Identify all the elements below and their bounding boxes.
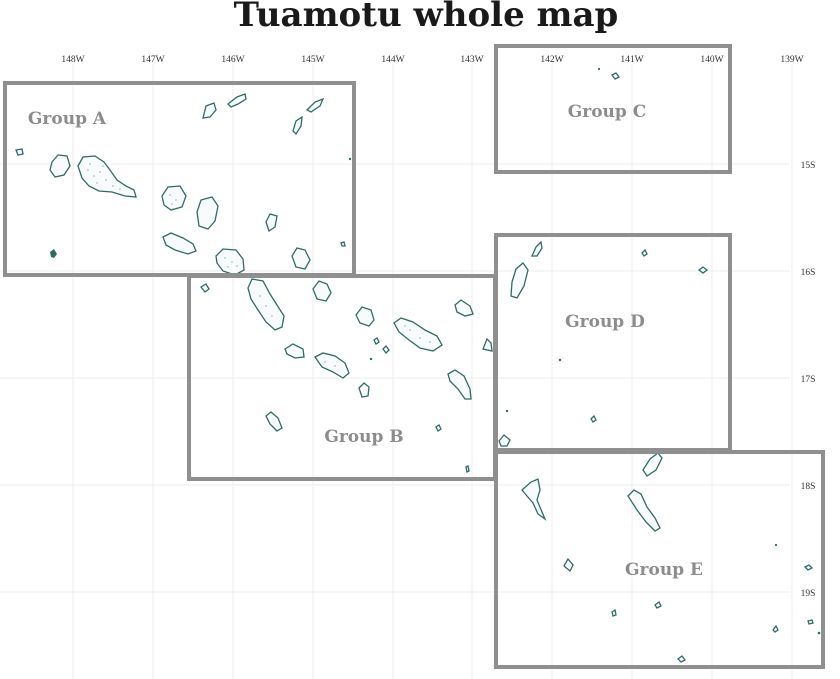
graticule [0, 64, 793, 679]
atoll [642, 452, 663, 477]
atoll [563, 557, 574, 573]
lon-tick-label: 139W [780, 55, 803, 65]
atoll [202, 102, 217, 119]
islet [369, 357, 373, 361]
atoll [435, 424, 442, 432]
lat-tick-label: 19S [801, 589, 816, 599]
atoll [382, 345, 390, 354]
atoll [803, 564, 814, 571]
atoll [15, 148, 24, 156]
group-b-label: Group B [324, 427, 403, 447]
atoll [227, 93, 247, 108]
lon-tick-label: 146W [221, 55, 244, 65]
atoll [590, 414, 597, 423]
lat-tick-label: 16S [801, 268, 816, 278]
atoll [697, 266, 709, 274]
atoll [162, 232, 197, 255]
lon-tick-label: 143W [460, 55, 483, 65]
lat-tick-label: 18S [801, 482, 816, 492]
lon-tick-label: 144W [381, 55, 404, 65]
group-e-box [494, 450, 825, 669]
atoll [510, 262, 529, 299]
atoll [521, 478, 547, 521]
atoll [641, 248, 648, 257]
latitude-labels: 15S 16S 17S 18S 19S [801, 161, 816, 599]
atoll [314, 352, 350, 379]
atoll [291, 247, 311, 270]
atoll [454, 299, 474, 317]
atoll [265, 213, 278, 233]
group-c-label: Group C [568, 102, 647, 122]
atoll [611, 608, 617, 617]
atoll [677, 655, 686, 663]
islet [558, 358, 562, 362]
atolls [15, 67, 821, 663]
lon-tick-label: 145W [301, 55, 324, 65]
lat-tick-label: 15S [801, 161, 816, 171]
atoll [355, 306, 375, 327]
atoll [358, 382, 370, 398]
atoll [447, 369, 472, 400]
atoll [305, 97, 325, 113]
lon-tick-label: 147W [141, 55, 164, 65]
atoll [215, 248, 245, 276]
atoll [498, 434, 511, 447]
atoll [772, 624, 779, 633]
atoll [482, 337, 493, 352]
lon-tick-label: 148W [61, 55, 84, 65]
lat-tick-label: 17S [801, 375, 816, 385]
atoll [807, 619, 814, 625]
group-d-label: Group D [565, 312, 645, 332]
atoll [340, 241, 346, 247]
lon-tick-label: 141W [620, 55, 643, 65]
lon-tick-label: 140W [700, 55, 723, 65]
atoll [373, 337, 380, 345]
atoll [49, 154, 71, 178]
atoll [247, 278, 285, 331]
islet [50, 249, 57, 258]
atoll [611, 72, 620, 80]
atoll [393, 317, 443, 352]
map-title: Tuamotu whole map [234, 0, 619, 35]
atoll [465, 465, 470, 473]
atoll [196, 196, 219, 230]
atoll [284, 343, 305, 359]
group-a-box [3, 81, 356, 277]
atoll [654, 601, 662, 609]
islet [774, 543, 778, 547]
lon-tick-label: 142W [540, 55, 563, 65]
lagoon-stipple [87, 163, 431, 367]
longitude-labels: 148W 147W 146W 145W 144W 143W 142W 141W … [61, 55, 803, 65]
atoll [530, 240, 543, 257]
atoll [627, 489, 661, 532]
group-e-label: Group E [625, 560, 703, 580]
group-c-box [494, 44, 732, 174]
atoll [292, 115, 303, 136]
group-d-box [494, 233, 732, 452]
atoll [265, 411, 283, 432]
islet [817, 631, 821, 635]
islet [348, 157, 352, 161]
atoll [312, 280, 332, 302]
atoll [200, 283, 210, 293]
atoll [77, 155, 137, 198]
islet [597, 67, 601, 71]
group-a-label: Group A [28, 109, 107, 129]
islet [505, 409, 509, 413]
atoll [161, 185, 187, 211]
